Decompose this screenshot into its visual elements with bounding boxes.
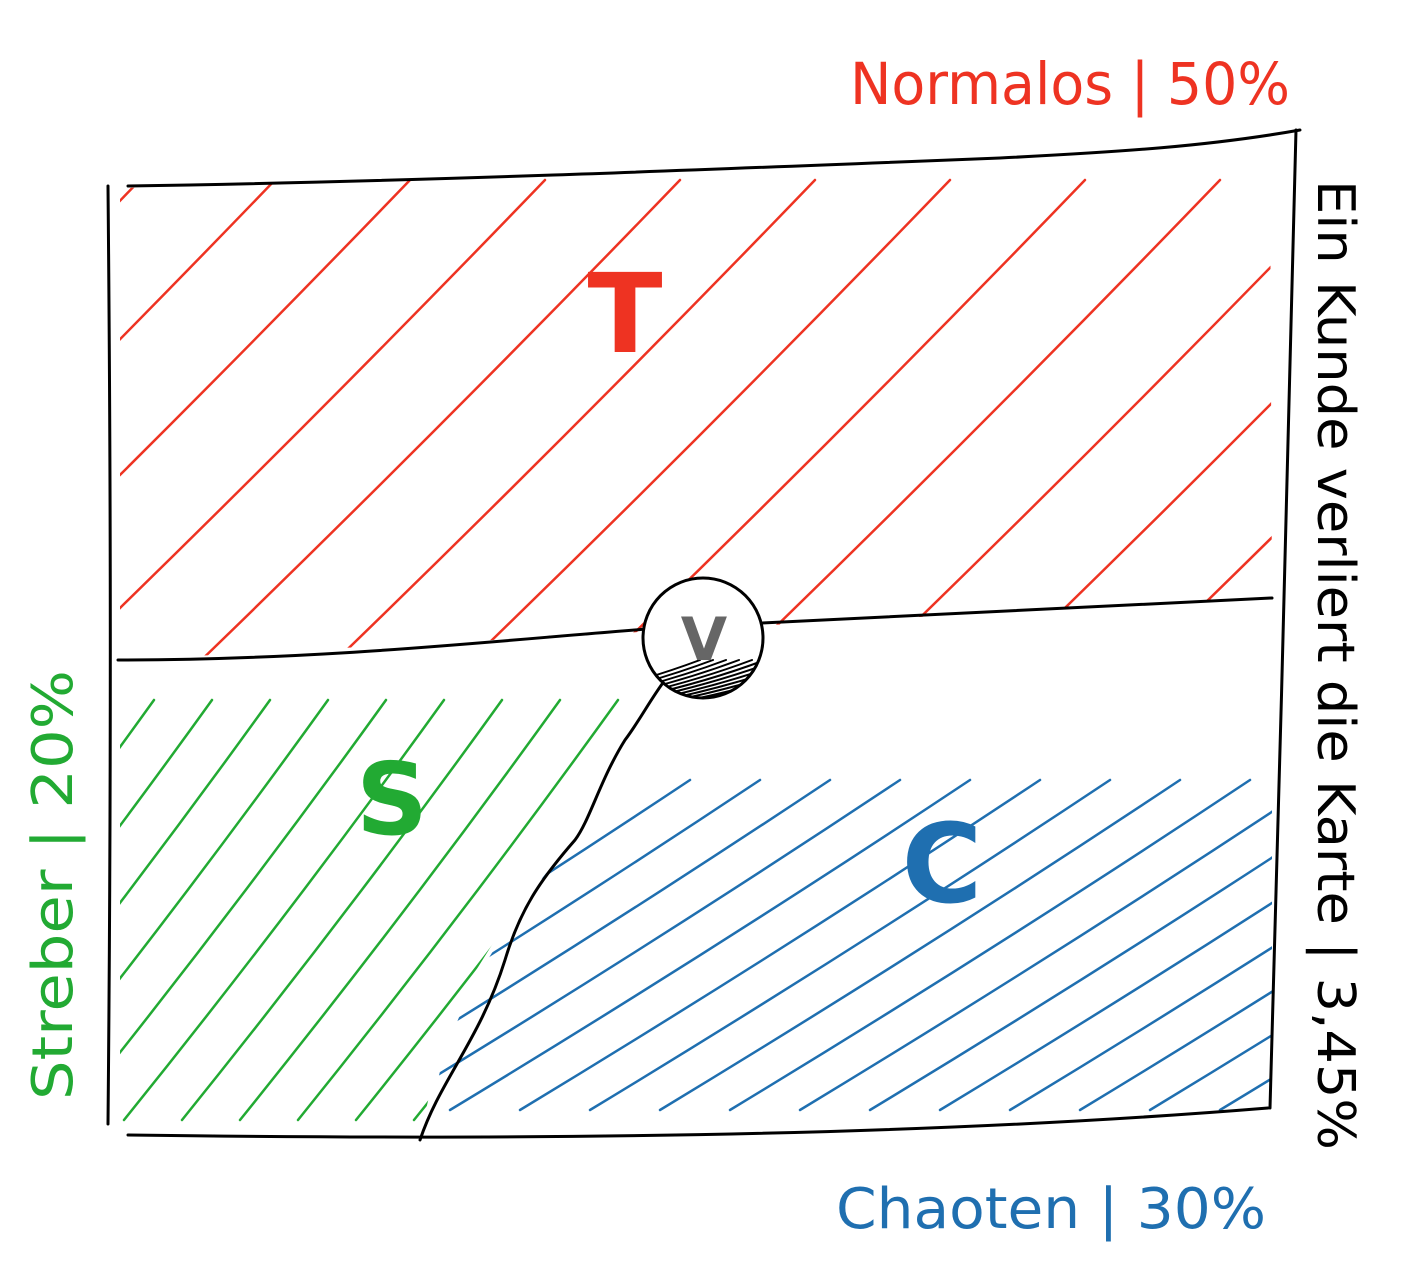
hatch-line bbox=[428, 178, 952, 660]
hatch-line bbox=[643, 659, 753, 698]
hatch-line bbox=[868, 778, 1272, 1112]
region-letter-s: S bbox=[356, 741, 428, 858]
hatch-line bbox=[120, 178, 142, 660]
hatch-line bbox=[768, 660, 908, 700]
hatch-line bbox=[518, 778, 1042, 1112]
frame-bottom-line bbox=[126, 1106, 1270, 1139]
hatch-line bbox=[781, 660, 921, 700]
hatch-line bbox=[1148, 778, 1272, 1112]
hatch-line bbox=[741, 659, 763, 698]
hatch-line bbox=[448, 778, 972, 1112]
hatch-line bbox=[425, 778, 832, 1112]
streber-region-hatching bbox=[120, 698, 660, 1122]
region-letter-c: C bbox=[902, 800, 983, 928]
hatch-line bbox=[425, 778, 902, 1112]
normalos-region-hatching bbox=[120, 178, 1272, 660]
hatch-line bbox=[120, 698, 214, 1122]
hatch-line bbox=[120, 178, 547, 660]
intersection-circle bbox=[641, 576, 960, 700]
frame-right-line bbox=[1268, 128, 1298, 1110]
hatch-line bbox=[120, 698, 272, 1122]
label-karte-verlieren: Ein Kunde verliert die Karte | 3,45% bbox=[1305, 180, 1365, 1150]
hatch-line bbox=[658, 778, 1182, 1112]
hatch-line bbox=[794, 660, 934, 700]
hatch-line bbox=[120, 698, 388, 1122]
hatch-line bbox=[798, 778, 1272, 1112]
diagonal-divider bbox=[418, 678, 667, 1142]
hatch-line bbox=[296, 698, 620, 1122]
hatch-line bbox=[122, 698, 446, 1122]
intersection-hatching bbox=[643, 659, 960, 700]
hatch-line bbox=[425, 778, 762, 1112]
label-chaoten: Chaoten | 30% bbox=[836, 1177, 1266, 1242]
region-letter-v: V bbox=[681, 605, 728, 675]
hatch-line bbox=[120, 698, 330, 1122]
hatch-line bbox=[820, 660, 960, 700]
hatch-line bbox=[1008, 778, 1272, 1112]
hatch-line bbox=[120, 178, 277, 660]
hatch-line bbox=[938, 778, 1272, 1112]
hatch-line bbox=[180, 698, 504, 1122]
hatch-line bbox=[833, 178, 1272, 660]
region-letter-t: T bbox=[587, 250, 662, 378]
label-normalos: Normalos | 50% bbox=[850, 50, 1290, 118]
hatch-line bbox=[425, 778, 692, 1112]
frame-left-line bbox=[106, 184, 112, 1126]
outer-frame bbox=[106, 128, 1302, 1139]
hatch-line bbox=[643, 659, 740, 698]
hatch-line bbox=[120, 178, 412, 660]
hatch-line bbox=[528, 698, 660, 1122]
hatch-line bbox=[238, 698, 562, 1122]
hatch-line bbox=[588, 778, 1112, 1112]
hatch-line bbox=[158, 178, 682, 660]
hatch-line bbox=[728, 778, 1252, 1112]
label-streber: Streber | 20% bbox=[21, 670, 86, 1100]
hatch-line bbox=[293, 178, 817, 660]
hatch-line bbox=[807, 660, 947, 700]
hatch-line bbox=[1078, 778, 1272, 1112]
hatch-line bbox=[643, 659, 763, 698]
frame-top-line bbox=[126, 128, 1302, 188]
hatch-line bbox=[754, 659, 763, 698]
hatch-line bbox=[643, 659, 701, 698]
hatch-line bbox=[563, 178, 1087, 660]
